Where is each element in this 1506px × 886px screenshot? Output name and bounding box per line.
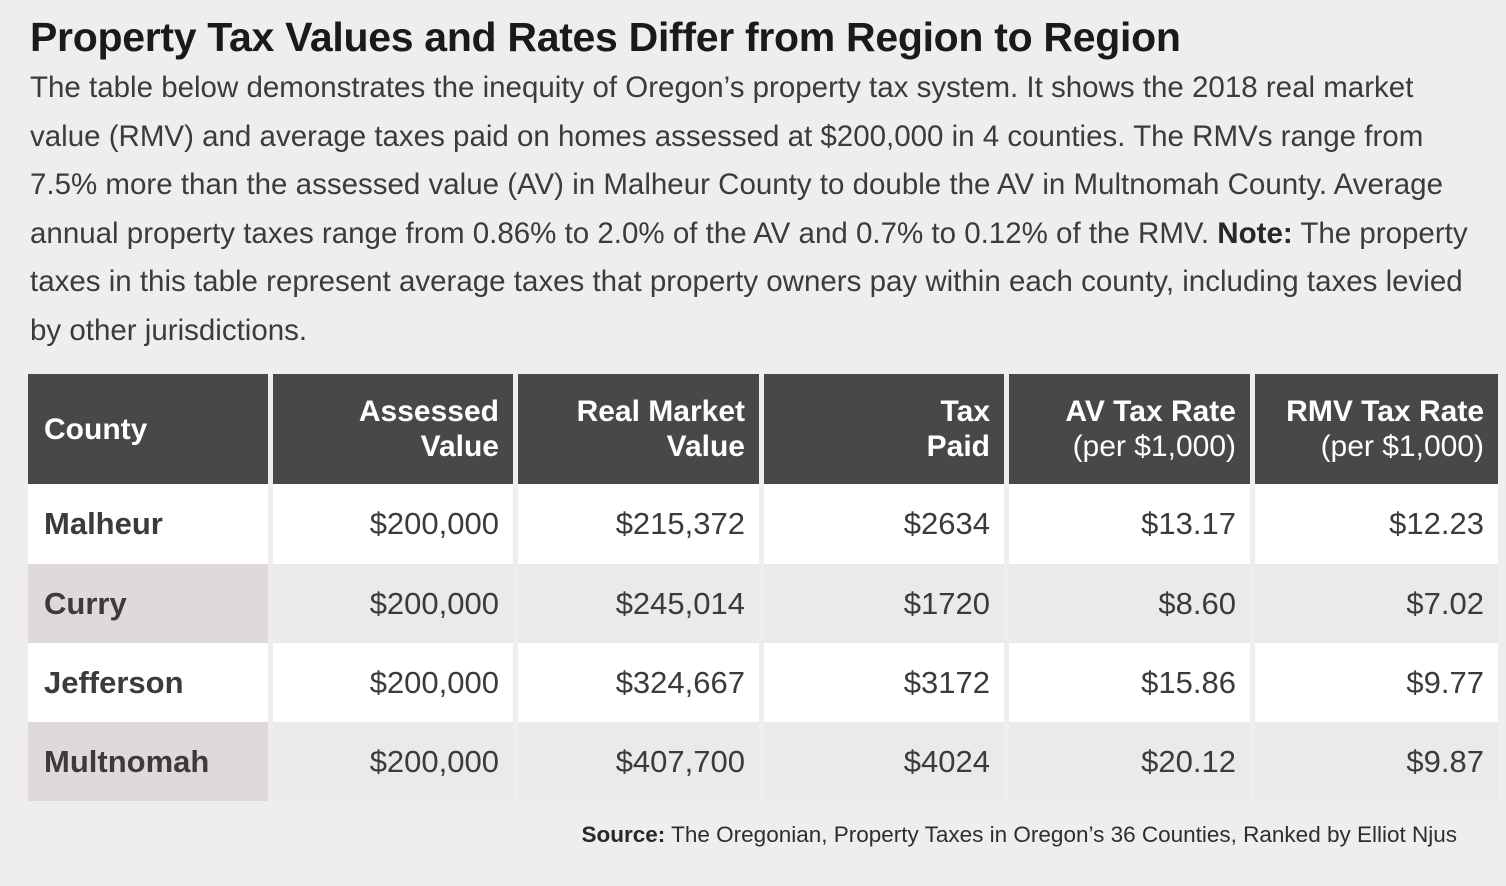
cell-county: Multnomah (28, 722, 268, 801)
source-text: The Oregonian, Property Taxes in Oregon’… (671, 822, 1457, 847)
cell-assessed-value: $200,000 (273, 484, 513, 564)
header-assessed-value: Assessed Value (273, 374, 513, 484)
cell-county: Jefferson (28, 643, 268, 722)
page-title: Property Tax Values and Rates Differ fro… (30, 14, 1181, 60)
header-tax-paid: Tax Paid (764, 374, 1004, 484)
table-row: Jefferson $200,000 $324,667 $3172 $15.86… (28, 643, 1498, 722)
cell-real-market-value: $324,667 (518, 643, 759, 722)
header-av-tax-rate: AV Tax Rate (per $1,000) (1009, 374, 1250, 484)
cell-tax-paid: $3172 (764, 643, 1004, 722)
cell-real-market-value: $245,014 (518, 564, 759, 643)
cell-rmv-tax-rate: $7.02 (1255, 564, 1498, 643)
table-row: Curry $200,000 $245,014 $1720 $8.60 $7.0… (28, 564, 1498, 643)
table-header-row: County Assessed Value Real Market Value Ta… (28, 374, 1498, 484)
intro-paragraph: The table below demonstrates the inequit… (30, 64, 1480, 355)
cell-assessed-value: $200,000 (273, 722, 513, 801)
cell-real-market-value: $407,700 (518, 722, 759, 801)
note-text: The property taxes in this table represe… (30, 216, 1468, 347)
cell-rmv-tax-rate: $9.87 (1255, 722, 1498, 801)
cell-assessed-value: $200,000 (273, 564, 513, 643)
cell-real-market-value: $215,372 (518, 484, 759, 564)
cell-av-tax-rate: $20.12 (1009, 722, 1250, 801)
cell-av-tax-rate: $8.60 (1009, 564, 1250, 643)
cell-rmv-tax-rate: $12.23 (1255, 484, 1498, 564)
cell-tax-paid: $2634 (764, 484, 1004, 564)
cell-tax-paid: $1720 (764, 564, 1004, 643)
cell-county: Malheur (28, 484, 268, 564)
source-label: Source: (581, 822, 666, 847)
note-label: Note: (1217, 216, 1293, 250)
cell-tax-paid: $4024 (764, 722, 1004, 801)
cell-county: Curry (28, 564, 268, 643)
cell-rmv-tax-rate: $9.77 (1255, 643, 1498, 722)
cell-av-tax-rate: $15.86 (1009, 643, 1250, 722)
header-real-market-value: Real Market Value (518, 374, 759, 484)
table-row: Malheur $200,000 $215,372 $2634 $13.17 $… (28, 484, 1498, 564)
property-tax-table: County Assessed Value Real Market Value Ta… (23, 374, 1503, 801)
header-rmv-tax-rate: RMV Tax Rate (per $1,000) (1255, 374, 1498, 484)
header-county: County (28, 374, 268, 484)
intro-text: The table below demonstrates the inequit… (30, 71, 1443, 250)
source-citation: Source: The Oregonian, Property Taxes in… (582, 822, 1457, 848)
table-row: Multnomah $200,000 $407,700 $4024 $20.12… (28, 722, 1498, 801)
cell-assessed-value: $200,000 (273, 643, 513, 722)
cell-av-tax-rate: $13.17 (1009, 484, 1250, 564)
